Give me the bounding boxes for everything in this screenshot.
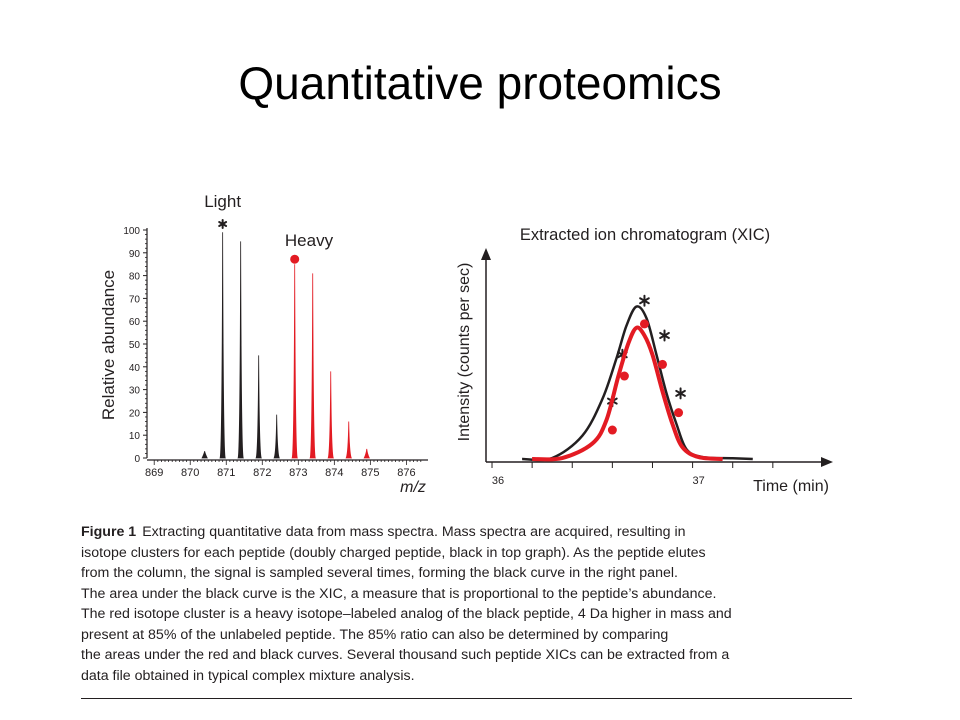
ms-y-tick-label: 70 [129, 294, 141, 305]
ms-y-axis-label: Relative abundance [99, 270, 118, 420]
xic-axes: 36 37 [481, 248, 833, 487]
xic-x-axis-label: Time (min) [753, 478, 829, 495]
light-peak [273, 414, 280, 459]
black-curve-star-marker [659, 329, 670, 342]
heavy-peak [345, 421, 352, 459]
mass-spectrum-axes: 0 10 20 30 40 50 60 70 80 90 100 869 870 871 872 873 874… [123, 226, 428, 479]
light-peak [219, 232, 226, 459]
heavy-peak-dot-marker [290, 254, 300, 264]
light-label: Light [204, 192, 241, 211]
red-xic-curve [532, 325, 723, 462]
red-curve-dot-marker [674, 408, 684, 418]
ms-y-tick-label: 100 [123, 226, 140, 237]
caption-line: The area under the black curve is the XI… [81, 585, 717, 602]
light-peak [255, 355, 262, 459]
ms-x-tick-label: 874 [325, 467, 343, 479]
caption-line: from the column, the signal is sampled s… [81, 565, 678, 581]
caption-line: isotope clusters for each peptide (doubl… [81, 544, 706, 561]
ms-y-tick-label: 50 [129, 340, 141, 351]
xic-y-arrowhead [481, 248, 491, 260]
ms-x-tick-label: 871 [217, 467, 235, 479]
black-curve-star-marker [675, 387, 686, 400]
xic-curves [522, 294, 753, 462]
ms-x-tick-label: 870 [181, 467, 199, 479]
heavy-peak [363, 448, 371, 459]
xic-x-tick-label: 36 [492, 475, 504, 487]
red-curve-dot-marker [658, 359, 668, 369]
caption-line: Extracting quantitative data from mass s… [142, 524, 686, 540]
caption-divider [81, 698, 852, 699]
ms-x-tick-label: 869 [145, 467, 163, 479]
figure-label: Figure 1 [81, 524, 137, 540]
xic-title: Extracted ion chromatogram (XIC) [520, 226, 770, 244]
light-peak [201, 451, 208, 459]
ms-y-tick-label: 90 [129, 249, 141, 260]
mass-spectrum-peaks [201, 232, 371, 459]
mass-spectrum-panel: 0 10 20 30 40 50 60 70 80 90 100 869 870 871 872 873 874… [99, 192, 428, 496]
heavy-peak [291, 264, 298, 459]
black-curve-star-marker-stroke [675, 389, 686, 397]
black-curve-star-marker [639, 294, 650, 307]
ms-x-tick-label: 873 [289, 467, 307, 479]
heavy-peak [309, 273, 316, 459]
slide-title: Quantitative proteomics [238, 57, 722, 109]
black-curve-star-marker-stroke [639, 297, 650, 305]
xic-x-tick-label: 37 [692, 475, 704, 487]
light-peak-star-marker [218, 219, 228, 229]
xic-y-axis-label: Intensity (counts per sec) [456, 263, 473, 442]
ms-y-tick-label: 0 [134, 454, 140, 465]
ms-x-tick-label: 875 [361, 467, 379, 479]
light-peak-star-marker-stroke [218, 221, 228, 227]
ms-y-tick-label: 30 [129, 386, 141, 397]
xic-panel: Extracted ion chromatogram (XIC) 36 37 In… [456, 226, 833, 495]
figure-caption: Figure 1 Extracting quantitative data fro… [81, 522, 856, 686]
heavy-peak [327, 371, 334, 459]
caption-line: present at 85% of the unlabeled peptide.… [81, 626, 669, 643]
light-peak [237, 241, 244, 459]
mass-spectrum-annotations: Light Heavy [204, 192, 334, 264]
caption-line: The red isotope cluster is a heavy isoto… [81, 606, 732, 622]
ms-y-tick-label: 80 [129, 272, 141, 283]
ms-y-tick-label: 40 [129, 363, 141, 374]
red-curve-dot-marker [639, 319, 649, 329]
ms-x-tick-label: 876 [397, 467, 415, 479]
xic-x-arrowhead [821, 457, 833, 467]
ms-y-tick-label: 20 [129, 408, 141, 419]
caption-line: the areas under the red and black curves… [81, 647, 730, 663]
ms-x-axis-label: m/z [400, 479, 426, 496]
red-curve-dot-marker [607, 425, 617, 435]
ms-x-tick-label: 872 [253, 467, 271, 479]
ms-y-tick-label: 60 [129, 317, 141, 328]
ms-y-tick-label: 10 [129, 431, 141, 442]
caption-line: data file obtained in typical complex mi… [81, 667, 415, 684]
heavy-label: Heavy [285, 231, 334, 250]
red-curve-dot-marker [619, 371, 629, 381]
black-curve-star-marker-stroke [659, 331, 670, 339]
